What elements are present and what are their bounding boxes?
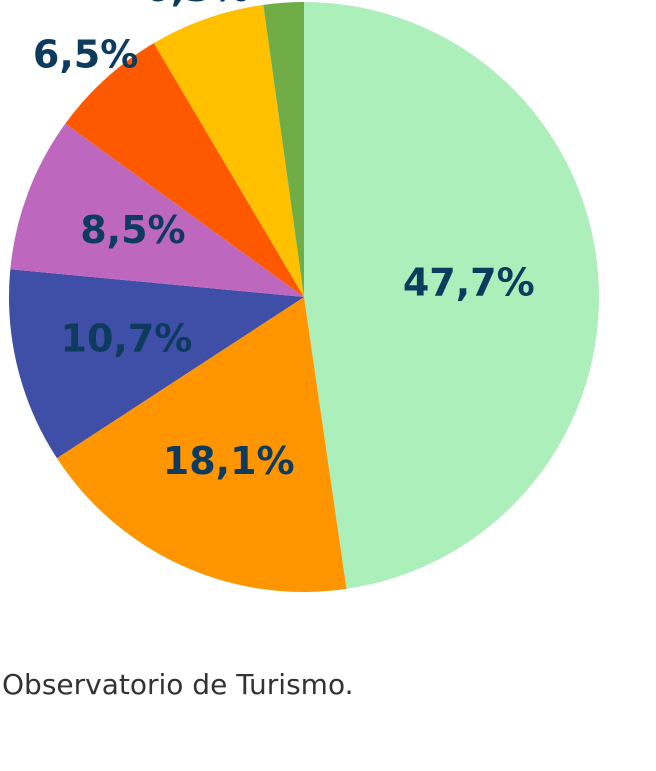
pie-slice	[10, 123, 304, 297]
pie-slice	[8, 269, 304, 459]
value-label: 18,1%	[163, 439, 295, 483]
pie-slice	[304, 2, 599, 589]
source: Observatorio de Turismo.	[2, 668, 354, 701]
value-label: 10,7%	[61, 316, 193, 360]
pie-slice	[56, 297, 347, 592]
pie-slice	[65, 43, 304, 297]
value-label: 6,5%	[33, 32, 138, 76]
value-label: 47,7%	[403, 261, 535, 305]
value-label: 6,3%	[144, 0, 249, 10]
value-label: 8,5%	[80, 208, 185, 252]
pie-slice	[153, 4, 304, 298]
pie-slice	[263, 2, 304, 297]
